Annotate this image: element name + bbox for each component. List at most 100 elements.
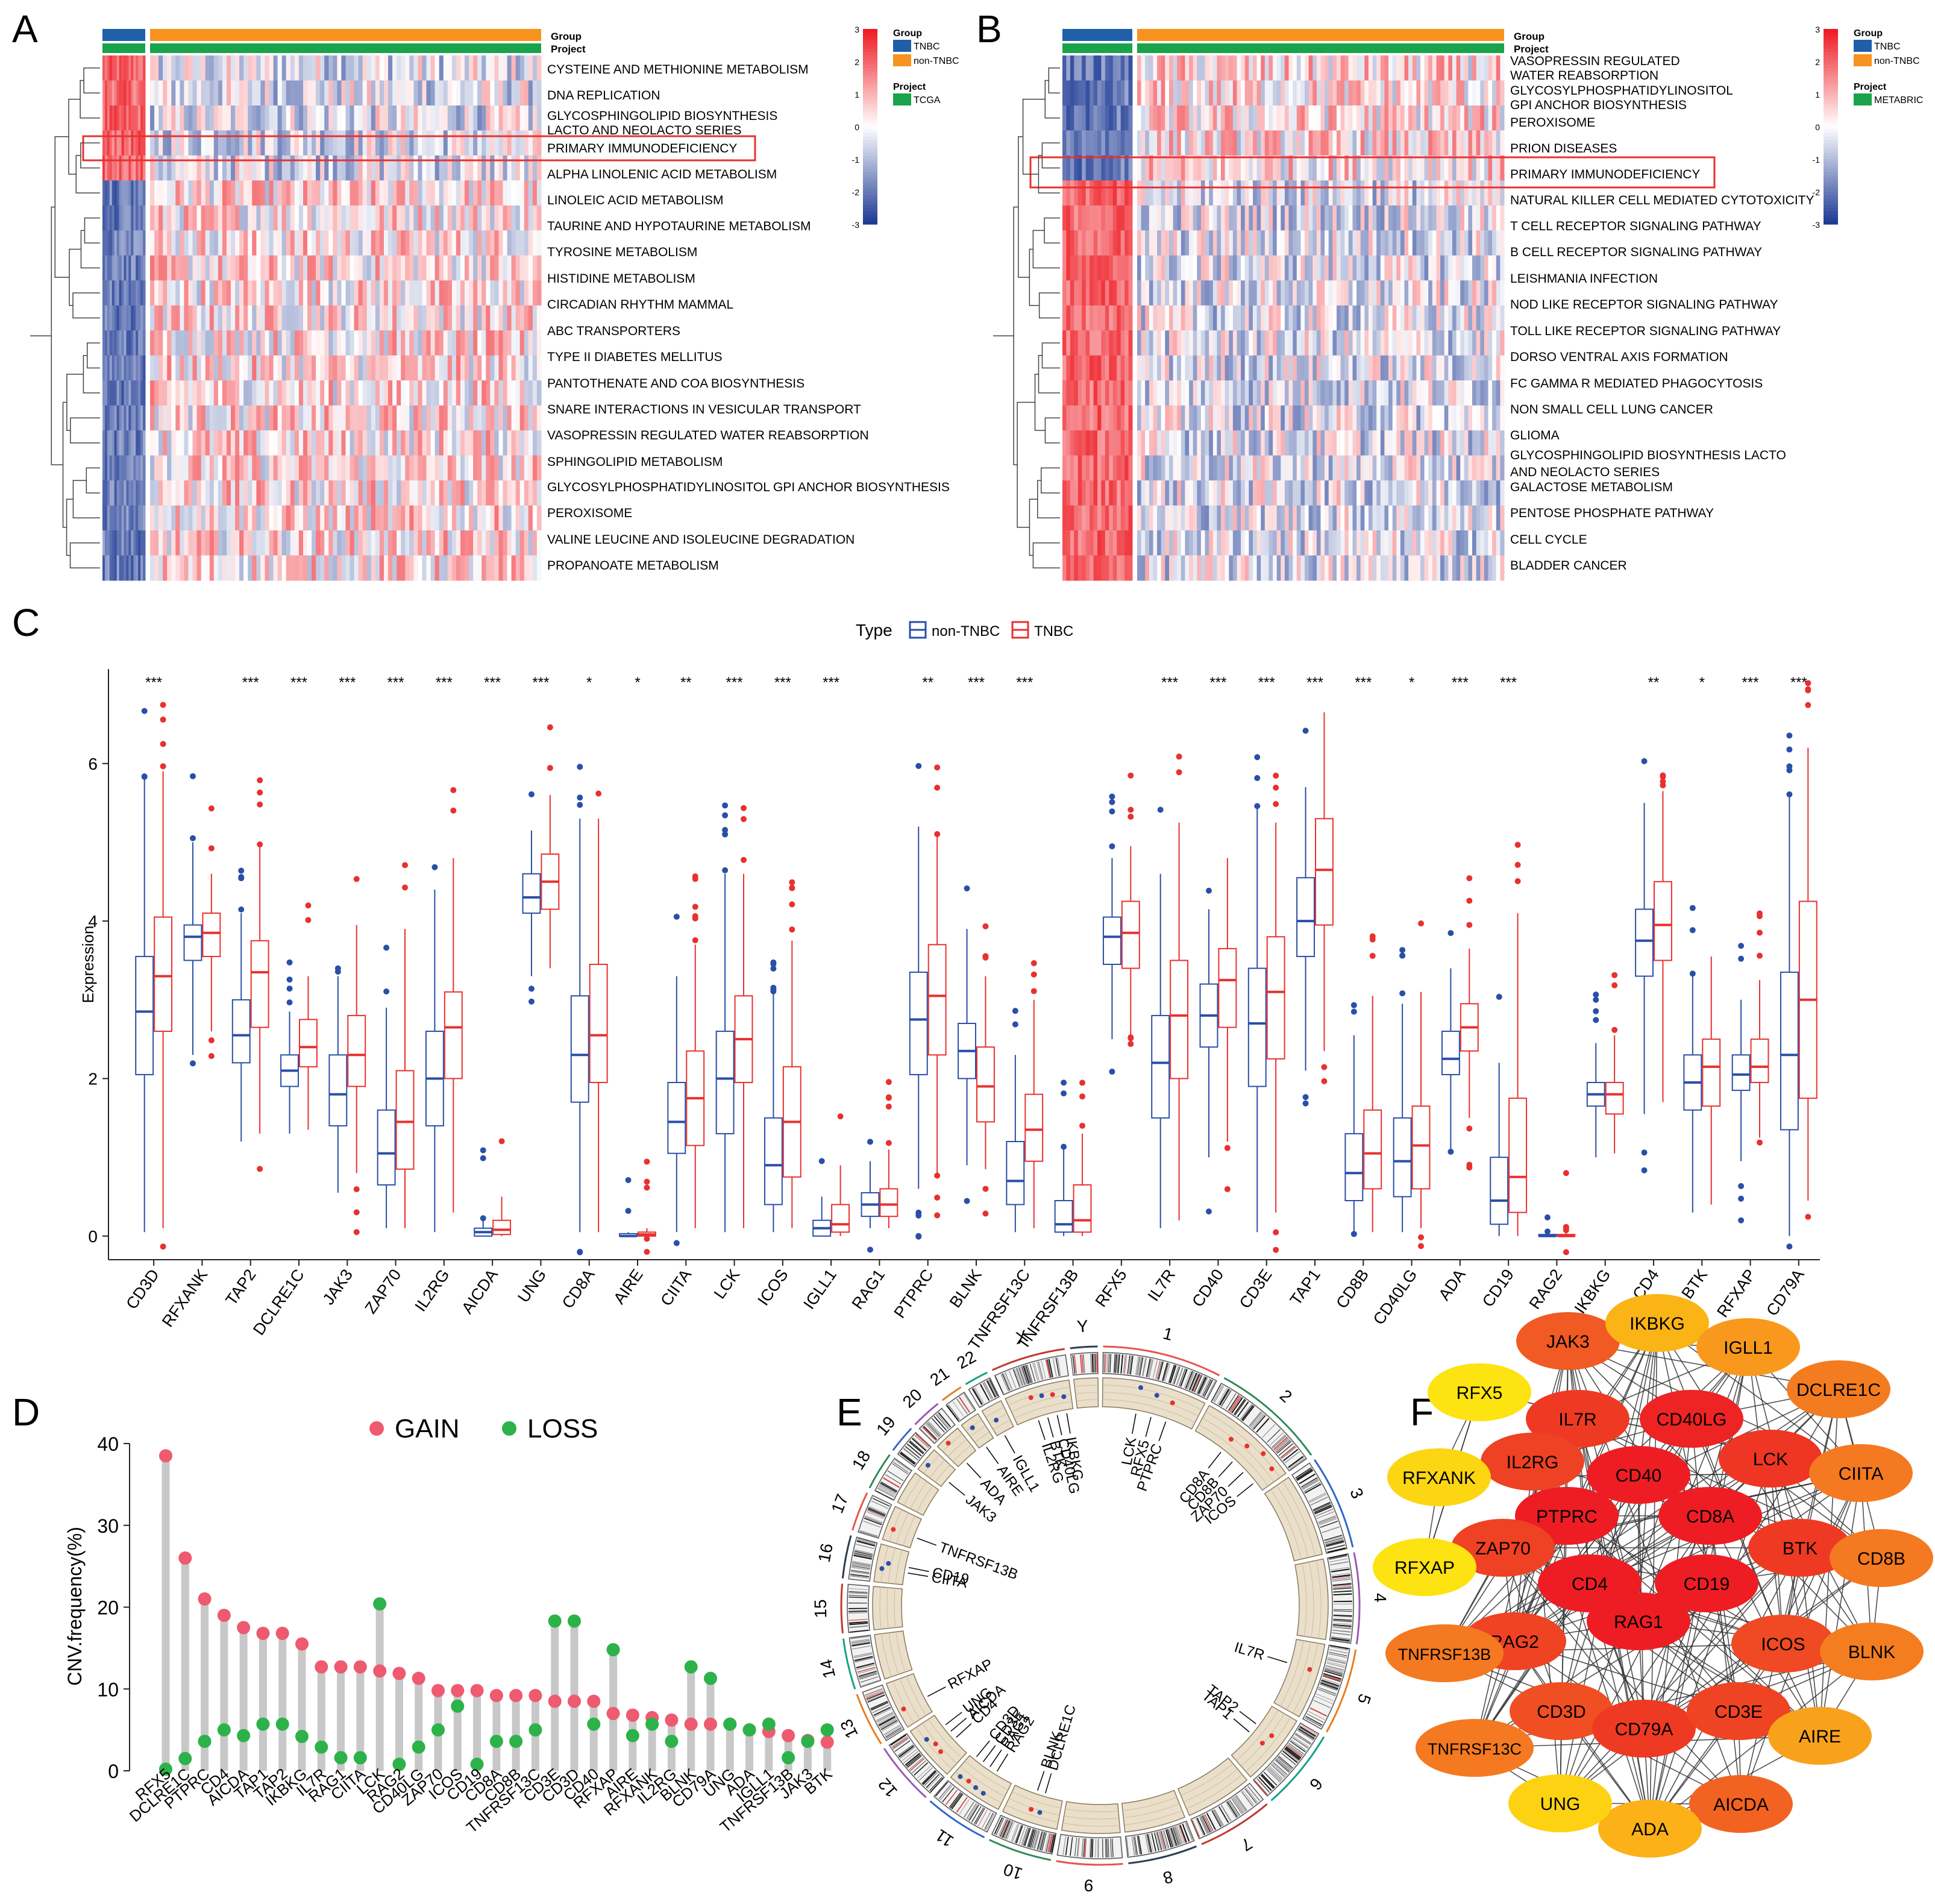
heatmap-cell [1412, 255, 1417, 281]
heatmap-cell [1276, 155, 1281, 181]
heatmap-cell [1337, 455, 1341, 481]
heatmap-cell [1388, 505, 1393, 531]
heatmap-cell [1308, 355, 1313, 381]
heatmap-cell [133, 180, 136, 206]
heatmap-cell [1066, 155, 1071, 181]
heatmap-cell [1177, 205, 1182, 231]
heatmap-cell [1480, 155, 1485, 181]
heatmap-cell [1197, 355, 1202, 381]
heatmap-cell [1093, 55, 1098, 81]
heatmap-cell [1181, 530, 1185, 556]
heatmap-cell [443, 305, 448, 331]
heatmap-cell [235, 255, 240, 281]
heatmap-cell [1496, 230, 1501, 256]
heatmap-cell [1288, 105, 1293, 131]
heatmap-cell [358, 305, 363, 331]
heatmap-cell [1169, 480, 1174, 506]
heatmap-cell [303, 255, 308, 281]
heatmap-cell [1408, 480, 1413, 506]
heatmap-cell [498, 380, 504, 406]
heatmap-cell [1105, 255, 1109, 281]
heatmap-cell [333, 180, 337, 206]
heatmap-cell [1352, 455, 1357, 481]
heatmap-cell [1082, 480, 1087, 506]
heatmap-cell [498, 155, 504, 181]
heatmap-cell [1296, 280, 1301, 306]
heatmap-cell [1404, 80, 1409, 106]
colorbar-step [863, 136, 877, 140]
heatmap-cell [121, 555, 124, 581]
heatmap-cell [1380, 530, 1385, 556]
heatmap-cell [1128, 205, 1133, 231]
row-label: TYROSINE METABOLISM [547, 245, 697, 259]
heatmap-cell [451, 180, 457, 206]
heatmap-cell [107, 355, 110, 381]
heatmap-cell [218, 430, 223, 456]
heatmap-cell [277, 555, 283, 581]
heatmap-cell [248, 105, 252, 131]
heatmap-cell [1312, 80, 1317, 106]
heatmap-cell [345, 105, 351, 131]
heatmap-cell [171, 55, 176, 81]
heatmap-cell [260, 355, 265, 381]
heatmap-cell [124, 280, 127, 306]
heatmap-cell [1496, 405, 1501, 431]
heatmap-cell [298, 330, 304, 356]
heatmap-cell [1392, 130, 1397, 156]
heatmap-cell [1124, 180, 1129, 206]
heatmap-cell [460, 105, 465, 131]
heatmap-cell [1200, 205, 1205, 231]
heatmap-cell [1496, 105, 1501, 131]
heatmap-cell [1360, 80, 1365, 106]
heatmap-cell [1356, 155, 1361, 181]
heatmap-cell [1344, 280, 1349, 306]
heatmap-cell [1112, 430, 1117, 456]
heatmap-cell [1500, 455, 1505, 481]
heatmap-cell [1380, 330, 1385, 356]
heatmap-cell [128, 305, 131, 331]
heatmap-cell [188, 430, 193, 456]
heatmap-cell [1193, 180, 1197, 206]
heatmap-cell [1189, 105, 1194, 131]
heatmap-cell [511, 480, 516, 506]
heatmap-cell [290, 555, 295, 581]
heatmap-cell [180, 530, 184, 556]
heatmap-cell [1400, 380, 1405, 406]
colorbar-step [863, 113, 877, 118]
heatmap-cell [469, 80, 474, 106]
heatmap-cell [1284, 330, 1289, 356]
heatmap-cell [1320, 455, 1325, 481]
heatmap-cell [231, 380, 236, 406]
heatmap-cell [227, 430, 231, 456]
heatmap-cell [1145, 555, 1150, 581]
heatmap-cell [536, 205, 542, 231]
heatmap-cell [1253, 130, 1258, 156]
heatmap-cell [1137, 455, 1142, 481]
heatmap-cell [1492, 55, 1497, 81]
heatmap-cell [114, 405, 118, 431]
heatmap-cell [1337, 380, 1341, 406]
heatmap-cell [252, 105, 257, 131]
heatmap-cell [451, 305, 457, 331]
heatmap-cell [486, 305, 491, 331]
heatmap-cell [303, 355, 308, 381]
heatmap-cell [362, 380, 368, 406]
heatmap-cell [1484, 280, 1488, 306]
heatmap-cell [1392, 155, 1397, 181]
heatmap-cell [434, 305, 440, 331]
heatmap-cell [1157, 230, 1162, 256]
heatmap-cell [235, 55, 240, 81]
heatmap-cell [1165, 330, 1170, 356]
heatmap-cell [524, 355, 529, 381]
heatmap-cell [1101, 230, 1106, 256]
heatmap-cell [175, 230, 180, 256]
heatmap-cell [1492, 355, 1497, 381]
heatmap-cell [443, 255, 448, 281]
heatmap-cell [188, 180, 193, 206]
heatmap-cell [1412, 280, 1417, 306]
heatmap-cell [519, 205, 525, 231]
heatmap-cell [328, 180, 333, 206]
heatmap-cell [1269, 205, 1273, 231]
heatmap-cell [248, 430, 252, 456]
colorbar-tick: 0 [1815, 122, 1820, 132]
